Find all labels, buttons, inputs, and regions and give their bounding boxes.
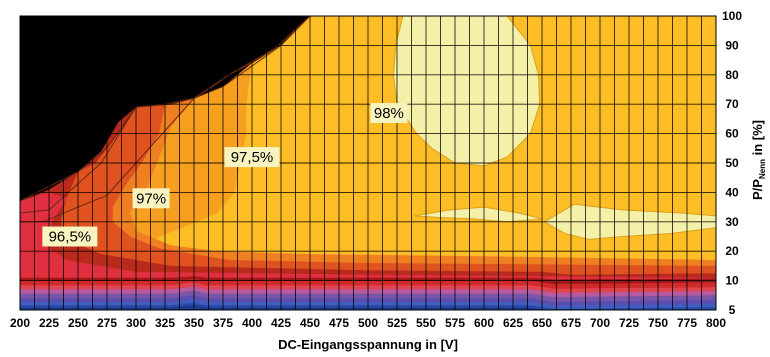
contour-label-0: 96,5%: [49, 229, 92, 246]
x-tick-label: 700: [590, 316, 610, 330]
x-tick-label: 525: [387, 316, 407, 330]
x-tick-label: 475: [329, 316, 349, 330]
contour-label-3: 98%: [374, 105, 404, 122]
x-tick-label: 225: [39, 316, 59, 330]
y-tick-label: 70: [725, 97, 739, 111]
x-tick-label: 775: [677, 316, 697, 330]
y-tick-label: 60: [725, 127, 739, 141]
x-axis-ticks: 200 225 250 275 300 325 350 375 400 425 450 475 500 5…: [10, 316, 726, 330]
y-axis-label-subscript: Nenn: [758, 159, 767, 179]
contour-label-2: 97,5%: [231, 149, 274, 166]
x-tick-label: 250: [68, 316, 88, 330]
contour-label-box-3: [370, 103, 408, 124]
y-tick-label: 90: [725, 38, 739, 52]
y-axis-label-base: P/P: [750, 179, 765, 200]
y-axis-ticks: 5 10 20 30 40 50 60 70 80 90 100: [722, 9, 742, 317]
x-tick-label: 200: [10, 316, 30, 330]
x-tick-label: 625: [503, 316, 523, 330]
plot-frame: [19, 15, 717, 311]
x-tick-label: 275: [97, 316, 117, 330]
y-tick-label: 30: [725, 215, 739, 229]
x-tick-label: 550: [416, 316, 436, 330]
grid: [20, 16, 716, 310]
x-axis-label: DC-Eingangsspannung in [V]: [278, 337, 458, 352]
x-tick-label: 400: [242, 316, 262, 330]
x-tick-label: 300: [126, 316, 146, 330]
x-tick-label: 675: [561, 316, 581, 330]
x-tick-label: 650: [532, 316, 552, 330]
y-axis-label: P/PNenn in [%]: [750, 120, 767, 200]
contour-label-box-1: [132, 188, 170, 209]
annotations: 96,5% 97% 97,5% 98%: [42, 103, 408, 247]
y-tick-label: 100: [722, 9, 742, 23]
contour-label-box-2: [224, 147, 280, 168]
x-tick-label: 725: [619, 316, 639, 330]
x-tick-label: 425: [271, 316, 291, 330]
x-tick-label: 750: [648, 316, 668, 330]
contour-label-box-0: [42, 226, 98, 247]
x-tick-label: 575: [445, 316, 465, 330]
x-tick-label: 500: [358, 316, 378, 330]
x-tick-label: 375: [213, 316, 233, 330]
x-tick-label: 450: [300, 316, 320, 330]
y-tick-label: 20: [725, 244, 739, 258]
x-tick-label: 350: [184, 316, 204, 330]
x-tick-label: 600: [474, 316, 494, 330]
y-tick-label: 10: [725, 274, 739, 288]
y-tick-label: 40: [725, 185, 739, 199]
x-tick-label: 325: [155, 316, 175, 330]
y-tick-label: 5: [729, 303, 736, 317]
y-tick-label: 50: [725, 156, 739, 170]
contour-label-1: 97%: [136, 190, 166, 207]
y-tick-label: 80: [725, 68, 739, 82]
x-tick-label: 800: [706, 316, 726, 330]
y-axis-label-unit: in [%]: [750, 120, 765, 159]
